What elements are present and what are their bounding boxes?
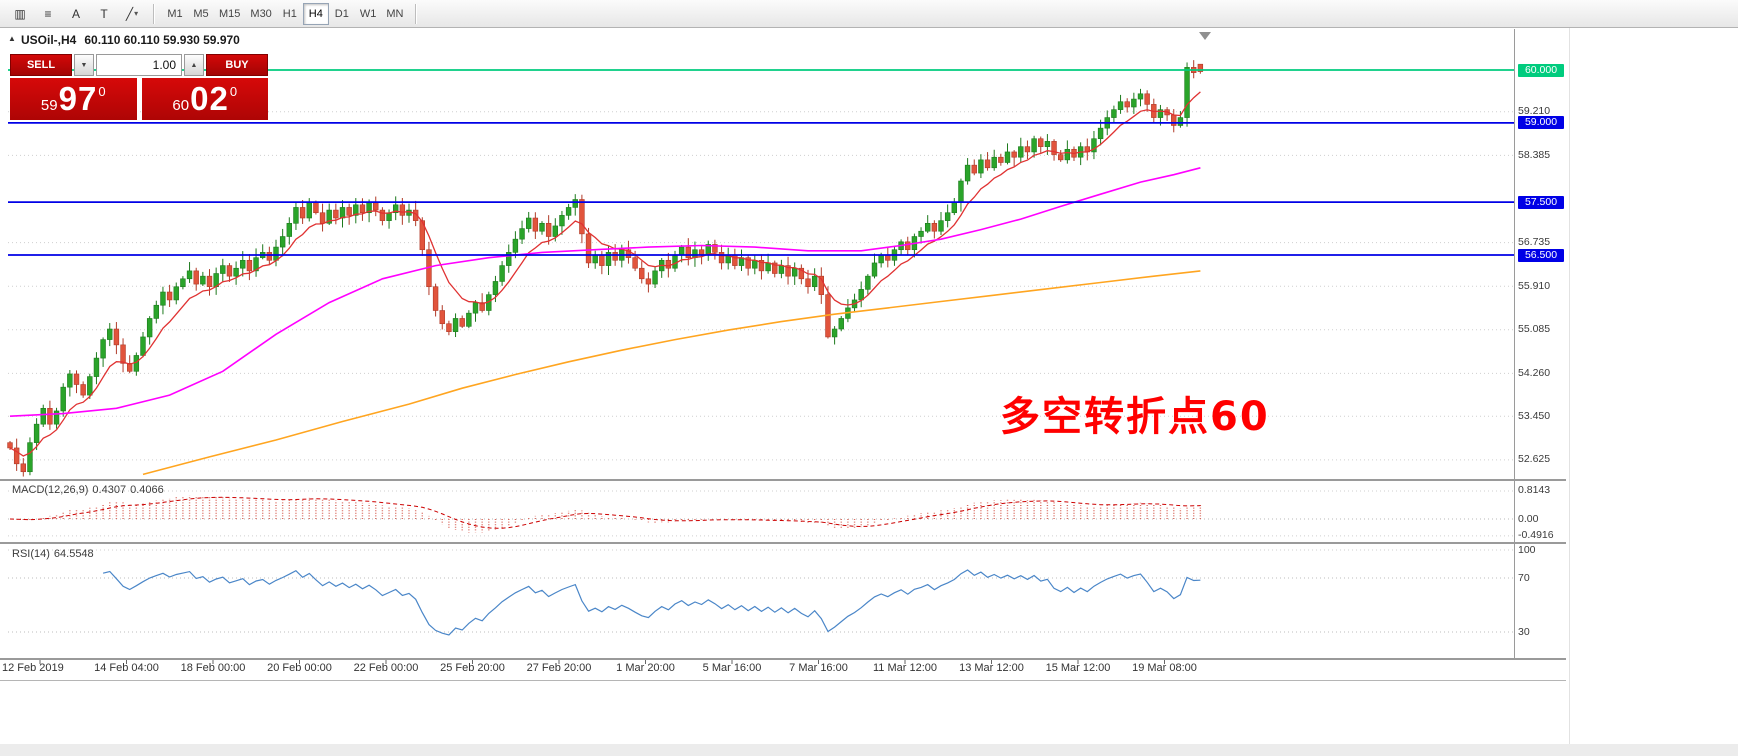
sell-price-prefix: 59 <box>40 96 58 114</box>
time-tick-label: 20 Feb 00:00 <box>267 662 332 674</box>
chart-title: USOil-,H4 60.110 60.110 59.930 59.970 <box>21 33 240 47</box>
chevron-down-icon: ▾ <box>134 9 139 18</box>
time-tick-label: 25 Feb 20:00 <box>440 662 505 674</box>
macd-name: MACD(12,26,9) <box>12 484 89 496</box>
time-tick-label: 15 Mar 12:00 <box>1045 662 1111 674</box>
timeframe-m5[interactable]: M5 <box>188 3 214 25</box>
cursor-a-button[interactable]: A <box>62 3 90 25</box>
macd-signal-value: 0.4066 <box>130 484 164 496</box>
main-macd-divider[interactable] <box>0 479 1566 481</box>
chevron-down-icon: ▼ <box>80 61 88 69</box>
window-bottom-edge <box>0 744 1738 756</box>
volume-input[interactable] <box>96 54 182 76</box>
time-tick-label: 27 Feb 20:00 <box>526 662 592 674</box>
text-tool-button[interactable]: T <box>90 3 118 25</box>
timeframe-h1[interactable]: H1 <box>277 3 303 25</box>
tool-icon-group: ▥ ≡ A T ╱ ▾ <box>6 3 146 25</box>
macd-rsi-divider[interactable] <box>0 542 1566 544</box>
ohlc-readout: 60.110 60.110 59.930 59.970 <box>84 33 240 47</box>
price-tick-label: 54.260 <box>1518 366 1551 379</box>
timeframe-group: M1 M5 M15 M30 H1 H4 D1 W1 MN <box>162 2 408 25</box>
one-click-panel-toggle[interactable]: ▲ <box>8 34 16 43</box>
symbol-period-label: USOil-,H4 <box>21 33 77 47</box>
chart-annotation-text: 多空转折点60 <box>1000 394 1270 440</box>
macd-tick-label: 0.00 <box>1518 512 1539 525</box>
toolbar-separator <box>153 3 155 24</box>
sell-price-big: 97 <box>58 80 98 117</box>
rsi-time-divider[interactable] <box>0 658 1566 660</box>
price-level-badge-56.500[interactable]: 56.500 <box>1518 248 1564 262</box>
indicators-icon: ≡ <box>44 6 52 21</box>
cursor-a-icon: A <box>71 6 80 21</box>
price-tick-label: 56.735 <box>1518 236 1551 249</box>
one-click-top-row: SELL ▼ ▲ BUY <box>10 54 268 76</box>
sell-button[interactable]: SELL <box>10 54 72 76</box>
chevron-up-icon: ▲ <box>190 61 198 69</box>
toolbar: ▥ ≡ A T ╱ ▾ M1 M5 M15 M30 H1 H4 D1 W1 MN <box>0 0 1738 28</box>
time-tick-label: 1 Mar 20:00 <box>616 662 675 674</box>
price-tick-label: 55.085 <box>1518 323 1551 336</box>
time-tick-label: 5 Mar 16:00 <box>702 662 762 674</box>
volume-increase-button[interactable]: ▲ <box>184 54 204 76</box>
draw-line-button[interactable]: ╱ ▾ <box>118 3 146 25</box>
buy-price-sup: 0 <box>229 83 238 99</box>
timeframe-m30[interactable]: M30 <box>245 3 276 25</box>
price-tick-label: 53.450 <box>1518 409 1551 422</box>
price-level-badge-57.500[interactable]: 57.500 <box>1518 195 1564 209</box>
time-tick-label: 11 Mar 12:00 <box>872 662 937 674</box>
buy-button[interactable]: BUY <box>206 54 268 76</box>
sell-price-display[interactable]: 59 97 0 <box>10 78 137 120</box>
rsi-tick-label: 100 <box>1518 543 1536 556</box>
volume-decrease-button[interactable]: ▼ <box>74 54 94 76</box>
macd-tick-label: -0.4916 <box>1518 529 1554 542</box>
price-level-badge-60.000[interactable]: 60.000 <box>1518 63 1564 77</box>
macd-label: MACD(12,26,9) 0.4307 0.4066 <box>12 484 168 496</box>
one-click-price-row: 59 97 0 60 02 0 <box>10 78 268 120</box>
price-tick-label: 58.385 <box>1518 148 1551 161</box>
time-tick-label: 22 Feb 00:00 <box>353 662 419 674</box>
timeframe-m1[interactable]: M1 <box>162 3 188 25</box>
macd-main-value: 0.4307 <box>92 484 127 496</box>
price-tick-label: 59.210 <box>1518 105 1551 118</box>
indicators-button[interactable]: ≡ <box>34 3 62 25</box>
buy-price-prefix: 60 <box>172 96 190 114</box>
sell-price-sup: 0 <box>98 83 106 99</box>
time-tick-label: 13 Mar 12:00 <box>959 662 1024 674</box>
text-tool-icon: T <box>100 6 108 21</box>
window-right-separator <box>1569 28 1570 756</box>
price-axis-separator <box>1514 29 1515 658</box>
buy-price-display[interactable]: 60 02 0 <box>141 78 268 120</box>
timeframe-w1[interactable]: W1 <box>355 3 382 25</box>
price-tick-label: 55.910 <box>1518 279 1551 292</box>
chart-style-icon: ▥ <box>14 6 26 21</box>
time-tick-label: 18 Feb 00:00 <box>180 662 246 674</box>
timeframe-h4[interactable]: H4 <box>302 2 329 25</box>
draw-line-icon: ╱ <box>125 6 134 21</box>
chart-shift-marker[interactable] <box>1199 32 1211 40</box>
time-tick-label: 19 Mar 08:00 <box>1132 662 1197 674</box>
price-level-badge-59.000[interactable]: 59.000 <box>1518 116 1564 130</box>
time-tick-label: 7 Mar 16:00 <box>789 662 848 674</box>
timeframe-mn[interactable]: MN <box>381 3 408 25</box>
rsi-tick-label: 30 <box>1518 625 1530 638</box>
rsi-value: 64.5548 <box>53 548 94 560</box>
timeframe-d1[interactable]: D1 <box>329 3 355 25</box>
price-tick-label: 52.625 <box>1518 453 1551 466</box>
rsi-name: RSI(14) <box>12 548 50 560</box>
toolbar-separator <box>415 3 418 24</box>
macd-tick-label: 0.8143 <box>1518 484 1551 497</box>
timeframe-m15[interactable]: M15 <box>214 3 245 25</box>
rsi-label: RSI(14) 64.5548 <box>12 548 98 560</box>
chart-bottom-border <box>0 680 1566 681</box>
rsi-tick-label: 70 <box>1518 571 1530 584</box>
buy-price-big: 02 <box>190 80 229 117</box>
chart-style-button[interactable]: ▥ <box>6 3 34 25</box>
time-tick-label: 12 Feb 2019 <box>2 662 64 674</box>
time-tick-label: 14 Feb 04:00 <box>94 662 159 674</box>
